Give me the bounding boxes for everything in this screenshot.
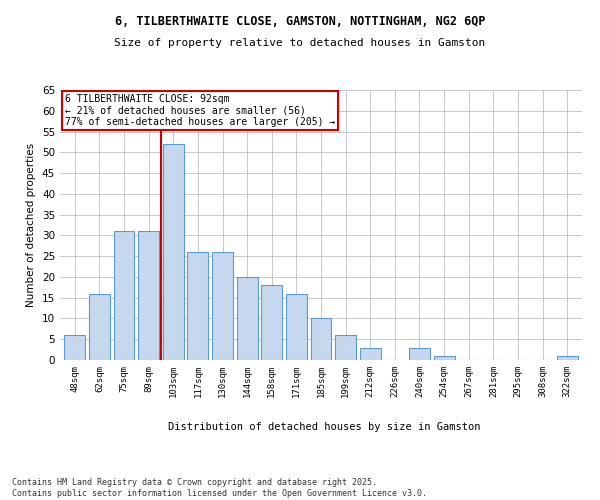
Bar xyxy=(434,356,455,360)
Bar xyxy=(236,277,257,360)
Bar xyxy=(286,294,307,360)
Bar xyxy=(89,294,110,360)
Bar xyxy=(163,144,184,360)
Bar xyxy=(360,348,381,360)
Bar xyxy=(138,231,159,360)
Text: Size of property relative to detached houses in Gamston: Size of property relative to detached ho… xyxy=(115,38,485,48)
Bar xyxy=(113,231,134,360)
Bar xyxy=(311,318,331,360)
Bar xyxy=(335,335,356,360)
Text: 6 TILBERTHWAITE CLOSE: 92sqm
← 21% of detached houses are smaller (56)
77% of se: 6 TILBERTHWAITE CLOSE: 92sqm ← 21% of de… xyxy=(65,94,335,127)
Bar xyxy=(557,356,578,360)
Text: 6, TILBERTHWAITE CLOSE, GAMSTON, NOTTINGHAM, NG2 6QP: 6, TILBERTHWAITE CLOSE, GAMSTON, NOTTING… xyxy=(115,15,485,28)
Bar xyxy=(187,252,208,360)
Text: Contains HM Land Registry data © Crown copyright and database right 2025.
Contai: Contains HM Land Registry data © Crown c… xyxy=(12,478,427,498)
Bar xyxy=(64,335,85,360)
Bar xyxy=(212,252,233,360)
Text: Distribution of detached houses by size in Gamston: Distribution of detached houses by size … xyxy=(168,422,480,432)
Bar xyxy=(409,348,430,360)
Y-axis label: Number of detached properties: Number of detached properties xyxy=(26,143,37,307)
Bar xyxy=(261,285,282,360)
